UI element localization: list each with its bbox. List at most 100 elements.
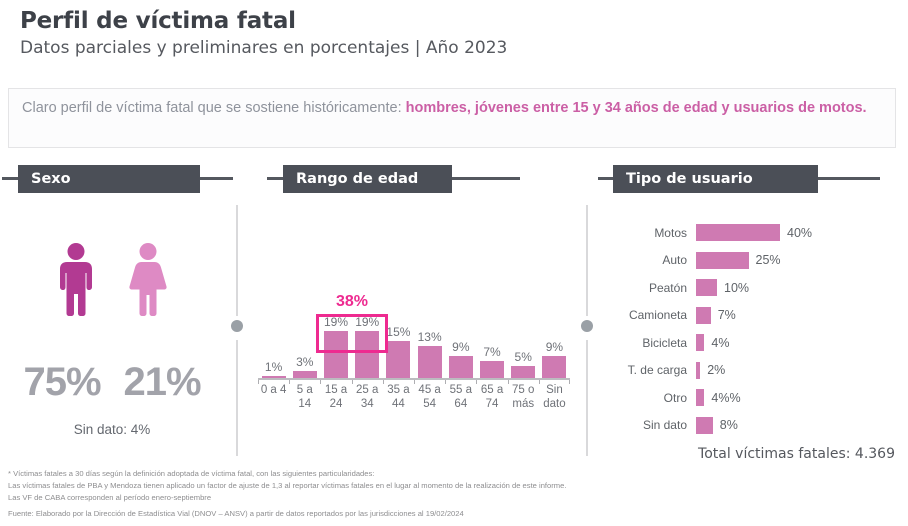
bar-category-label: 25 a 34: [351, 380, 383, 412]
bar-category-label: Camioneta: [628, 308, 687, 322]
bar: [386, 340, 411, 378]
bar-row: Motos 40%: [612, 224, 904, 241]
bar-row: Peatón 10%: [612, 279, 904, 296]
highlight-box: [316, 314, 388, 353]
bar: [696, 389, 705, 406]
bar-column: 1%: [258, 288, 289, 378]
bar: [480, 360, 505, 378]
section-header-rango-de-edad: Rango de edad: [283, 165, 452, 193]
divider-dot: [231, 320, 243, 332]
bar-row: T. de carga 2%: [612, 361, 904, 379]
bar-value-label: 10%: [724, 280, 750, 295]
bar-category-label: 75 o más: [507, 380, 539, 412]
bar-column: 13%: [414, 288, 445, 378]
male-icon: [60, 243, 92, 316]
section-divider: [236, 205, 238, 316]
bar-row: Camioneta 7%: [612, 306, 904, 324]
bar-category-label: T. de carga: [627, 363, 687, 377]
intro-highlight-text: hombres, jóvenes entre 15 y 34 años de e…: [405, 100, 867, 116]
bar-category-label: Otro: [663, 390, 687, 405]
section-header-sexo: Sexo: [18, 165, 200, 193]
bar-value-label: 9%: [545, 339, 564, 354]
bar: [696, 416, 713, 434]
intro-box: Claro perfil de víctima fatal que se sos…: [8, 88, 896, 148]
bar-value-label: 15%: [386, 324, 411, 339]
bar-row: Otro 4%%: [612, 389, 904, 406]
bar-category-label: 65 a 74: [476, 380, 507, 412]
bar-value-label: 2%: [707, 363, 726, 377]
bar: [696, 361, 701, 379]
bar: [696, 279, 717, 296]
connector-line: [200, 177, 233, 180]
male-percentage: 75%: [23, 360, 101, 404]
bar-value-label: 7%: [483, 344, 501, 359]
section-header-tipo-de-usuario: Tipo de usuario: [613, 165, 818, 193]
bar-column: 19%: [352, 288, 383, 378]
total-victims-label: Total víctimas fatales: 4.369: [698, 446, 895, 462]
bar: [696, 224, 780, 241]
bar-column: 7%: [476, 288, 507, 378]
bar: [324, 330, 348, 378]
bar-column: 9%: [539, 288, 570, 378]
connector-line: [2, 177, 18, 180]
footnote-line: Las VF de CABA corresponden al período e…: [8, 492, 212, 502]
footnote-line: * Víctimas fatales a 30 días según la de…: [8, 469, 375, 478]
footnotes: * Víctimas fatales a 30 días según la de…: [8, 468, 898, 520]
connector-line: [267, 177, 283, 180]
bar-value-label: 25%: [755, 253, 781, 267]
bar-category-label: 45 a 54: [414, 380, 445, 412]
bar-row: Sin dato 8%: [612, 416, 904, 434]
section-divider: [586, 205, 588, 316]
female-percentage: 21%: [123, 360, 201, 404]
sex-sin-dato: Sin dato: 4%: [73, 422, 151, 437]
bar-value-label: 19%: [323, 314, 349, 329]
bar-category-label: 5 a 14: [289, 380, 320, 412]
bar-category-label: 15 a 24: [320, 380, 351, 412]
bar-value-label: 3%: [296, 354, 314, 369]
bar-category-label: Motos: [654, 225, 687, 240]
bar-column: 19%: [320, 288, 351, 378]
bar-value-label: 40%: [787, 225, 813, 240]
connector-line: [452, 177, 520, 180]
bar: [542, 355, 567, 378]
sex-percentages: 75% 21%: [12, 360, 212, 405]
bar-value-label: 7%: [717, 308, 736, 322]
bar-column: 9%: [445, 288, 476, 378]
bar: [292, 370, 317, 378]
bar-value-label: 19%: [355, 314, 380, 329]
bar: [696, 251, 749, 269]
section-divider: [586, 340, 588, 456]
bar-category-label: 35 a 44: [382, 380, 414, 412]
bar-category-label: 55 a 64: [445, 380, 476, 412]
bar-value-label: 8%: [719, 418, 738, 432]
bar-column: 5%: [508, 288, 539, 378]
bar: [511, 365, 536, 378]
female-icon: [129, 243, 167, 316]
bar: [448, 355, 473, 378]
bar-value-label: 1%: [264, 359, 283, 374]
highlight-annotation: 38%: [335, 293, 369, 310]
bar-category-label: Sin dato: [538, 380, 570, 412]
bar-value-label: 5%: [514, 349, 532, 364]
bar: [261, 375, 286, 378]
divider-dot: [581, 320, 593, 332]
page-subtitle: Datos parciales y preliminares en porcen…: [20, 38, 508, 58]
connector-line: [598, 177, 613, 180]
bar-category-label: Bicicleta: [642, 335, 687, 350]
source-line: Fuente: Elaborado por la Dirección de Es…: [8, 509, 464, 519]
bar-value-label: 4%%: [711, 390, 741, 405]
section-divider: [236, 340, 238, 456]
bar-row: Bicicleta 4%: [612, 334, 904, 351]
bar-value-label: 4%: [711, 335, 730, 350]
bar-row: Auto 25%: [612, 251, 904, 269]
bar: [696, 306, 711, 324]
connector-line: [818, 177, 880, 180]
bar-category-label: Auto: [662, 253, 687, 267]
page-title: Perfil de víctima fatal: [20, 8, 296, 34]
bar-value-label: 9%: [452, 339, 470, 354]
intro-text: Claro perfil de víctima fatal que se sos…: [22, 100, 406, 116]
bar-category-label: Peatón: [648, 280, 687, 295]
bar: [417, 345, 442, 378]
bar-category-label: 0 a 4: [258, 380, 289, 412]
